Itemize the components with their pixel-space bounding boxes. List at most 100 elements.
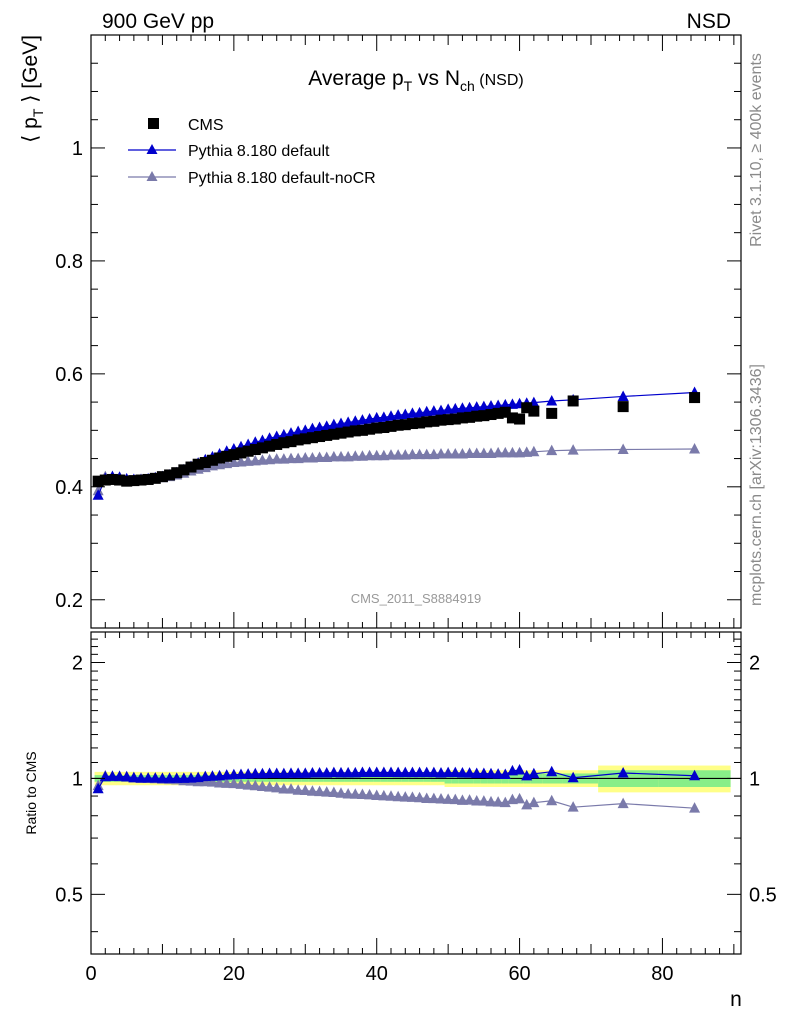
ratio-nocr-point bbox=[228, 777, 240, 789]
ratio-default-point bbox=[617, 766, 629, 778]
main-cms-point bbox=[99, 474, 111, 486]
ratio-nocr-point bbox=[242, 779, 254, 790]
ratio-default-point bbox=[299, 767, 311, 778]
ratio-nocr-point bbox=[689, 802, 701, 813]
ratio-default-point bbox=[114, 770, 126, 781]
ratio-default-point bbox=[392, 766, 404, 778]
main-cms-point bbox=[242, 445, 254, 457]
main-cms-point bbox=[378, 422, 390, 434]
ratio-nocr-point bbox=[499, 796, 511, 808]
main-cms-point bbox=[442, 414, 454, 426]
main-nocr-point bbox=[492, 446, 504, 458]
ratio-nocr-point bbox=[206, 776, 218, 787]
ratio-default-point bbox=[271, 767, 283, 778]
main-cms-point bbox=[249, 444, 261, 456]
ratio-nocr-point bbox=[514, 792, 526, 804]
x-tick-label: 60 bbox=[508, 963, 530, 985]
ratio-default-point bbox=[164, 772, 176, 783]
ratio-default-point bbox=[235, 768, 247, 779]
main-cms-point bbox=[521, 402, 533, 414]
ratio-default-point bbox=[567, 771, 579, 783]
mcplots-label: mcplots.cern.ch [arXiv:1306.3436] bbox=[748, 364, 765, 606]
ratio-y-tick-label-right: 0.5 bbox=[749, 884, 777, 906]
x-tick-label: 40 bbox=[366, 963, 388, 985]
ratio-y-tick-label: 2 bbox=[72, 652, 83, 674]
main-x-ticks bbox=[90, 35, 735, 628]
main-nocr-point bbox=[506, 446, 518, 458]
main-y-tick-label: 0.4 bbox=[55, 477, 83, 499]
main-cms-point bbox=[546, 407, 558, 419]
ratio-default-point bbox=[206, 770, 218, 781]
main-nocr-point bbox=[442, 448, 454, 459]
main-nocr-point bbox=[271, 453, 283, 464]
main-cms-point bbox=[178, 464, 190, 476]
main-cms-point bbox=[285, 436, 297, 448]
main-cms-point bbox=[135, 474, 147, 486]
ratio-y-ticks: 0.5 0.5 1 1 2 2 bbox=[55, 638, 777, 933]
ratio-default-point bbox=[528, 767, 540, 779]
x-tick-label: 80 bbox=[651, 963, 673, 985]
ratio-default-point bbox=[371, 766, 383, 778]
ratio-default-point bbox=[471, 767, 483, 778]
ratio-default-point bbox=[546, 765, 558, 777]
ratio-default-point bbox=[135, 772, 147, 783]
ratio-default-point bbox=[92, 782, 104, 794]
main-cms-point bbox=[164, 469, 176, 481]
main-cms-point bbox=[299, 433, 311, 445]
ratio-default-point bbox=[142, 772, 154, 783]
ratio-nocr-point bbox=[464, 794, 476, 805]
main-cms-point bbox=[514, 413, 526, 425]
ratio-nocr-point bbox=[378, 789, 390, 801]
main-cms-point bbox=[256, 442, 268, 454]
main-cms-point bbox=[485, 409, 497, 421]
main-cms-point bbox=[92, 475, 104, 487]
main-y-tick-label: 0.6 bbox=[55, 364, 83, 386]
main-nocr-point bbox=[689, 442, 701, 454]
ratio-panel: 0.5 0.5 1 1 2 2 0 20 40 60 80 Ratio to CMS n bbox=[23, 631, 777, 1011]
main-nocr-point bbox=[567, 444, 579, 455]
ratio-default-point bbox=[264, 767, 276, 778]
ratio-nocr-point bbox=[428, 792, 440, 804]
main-nocr-point bbox=[435, 448, 447, 459]
main-panel: 0.2 0.4 0.6 0.8 1 Average pT vs Nch (NSD) ⟨ … bbox=[19, 34, 742, 629]
main-nocr-point bbox=[406, 448, 418, 460]
main-cms-point bbox=[171, 467, 183, 479]
ratio-nocr-point bbox=[478, 795, 490, 806]
ratio-nocr-point bbox=[214, 776, 226, 788]
main-cms-point bbox=[128, 475, 140, 487]
ratio-nocr-point bbox=[264, 781, 276, 792]
main-default-line bbox=[97, 391, 695, 496]
main-cms-point bbox=[106, 473, 118, 485]
main-cms-point bbox=[499, 406, 511, 418]
main-nocr-point bbox=[499, 446, 511, 458]
ratio-nocr-point bbox=[356, 788, 368, 800]
main-cms-point bbox=[449, 413, 461, 425]
main-y-ticks: 0.2 0.4 0.6 0.8 1 bbox=[55, 34, 741, 629]
main-cms-point bbox=[371, 422, 383, 434]
main-cms-point bbox=[617, 401, 629, 413]
ratio-default-point bbox=[449, 766, 461, 778]
main-cms-point bbox=[399, 419, 411, 431]
ratio-nocr-point bbox=[292, 784, 304, 795]
ratio-default-point bbox=[356, 766, 368, 778]
ratio-nocr-point bbox=[221, 777, 233, 788]
ratio-default-point bbox=[335, 766, 347, 778]
main-cms-point bbox=[342, 426, 354, 438]
ratio-y-tick-label-right: 1 bbox=[749, 768, 760, 790]
main-data-marks bbox=[92, 386, 701, 500]
ratio-nocr-point bbox=[485, 795, 497, 807]
ratio-x-ticks: 0 20 40 60 80 bbox=[85, 632, 735, 985]
ratio-nocr-point bbox=[567, 801, 579, 812]
main-nocr-point bbox=[421, 448, 433, 460]
main-cms-point bbox=[156, 471, 168, 483]
ratio-nocr-point bbox=[546, 794, 558, 806]
main-cms-point bbox=[264, 440, 276, 452]
main-cms-point bbox=[328, 428, 340, 440]
main-default-point bbox=[546, 394, 558, 406]
main-cms-point bbox=[349, 425, 361, 437]
ratio-default-point bbox=[321, 766, 333, 778]
rivet-label: Rivet 3.1.10, ≥ 400k events bbox=[748, 53, 765, 247]
ratio-default-point bbox=[414, 766, 426, 778]
y-axis-label: ⟨ pT ⟩ [GeV] bbox=[19, 35, 46, 143]
main-cms-point bbox=[414, 417, 426, 429]
